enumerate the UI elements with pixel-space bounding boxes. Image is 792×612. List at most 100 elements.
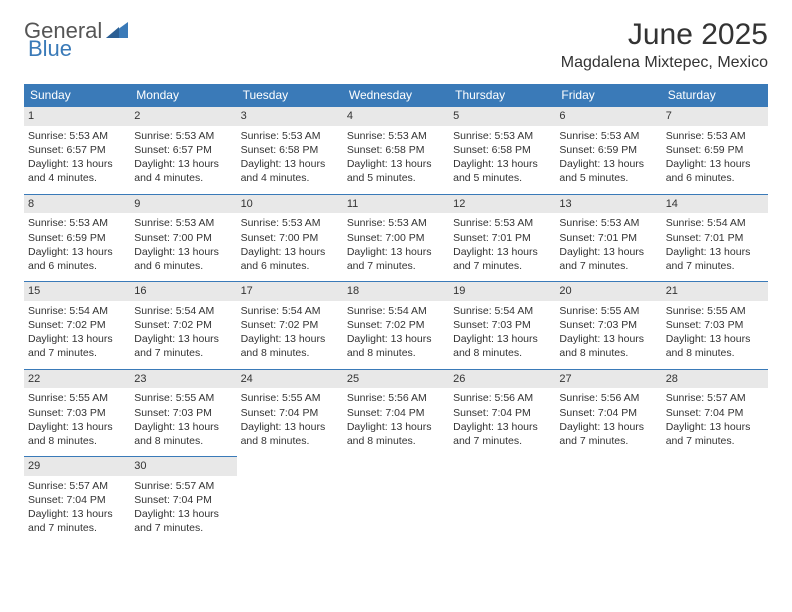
dl1-text: Daylight: 13 hours xyxy=(559,245,657,259)
dl2-text: and 7 minutes. xyxy=(28,521,126,535)
day-number: 10 xyxy=(237,195,343,214)
weekday-header: Sunday xyxy=(24,84,130,107)
day-cell: 5Sunrise: 5:53 AMSunset: 6:58 PMDaylight… xyxy=(449,107,555,195)
sunset-text: Sunset: 6:58 PM xyxy=(241,143,339,157)
sunrise-text: Sunrise: 5:53 AM xyxy=(559,216,657,230)
day-number: 17 xyxy=(237,282,343,301)
calendar-week-row: 15Sunrise: 5:54 AMSunset: 7:02 PMDayligh… xyxy=(24,282,768,370)
sunset-text: Sunset: 7:03 PM xyxy=(666,318,764,332)
day-number: 22 xyxy=(24,370,130,389)
dl1-text: Daylight: 13 hours xyxy=(134,420,232,434)
sunset-text: Sunset: 7:02 PM xyxy=(134,318,232,332)
day-cell: 10 Sunrise: 5:53 AMSunset: 7:00 PMDayligh… xyxy=(237,194,343,282)
sunrise-text: Sunrise: 5:56 AM xyxy=(559,391,657,405)
day-cell: 28Sunrise: 5:57 AMSunset: 7:04 PMDayligh… xyxy=(662,369,768,457)
sunrise-text: Sunrise: 5:54 AM xyxy=(347,304,445,318)
dl2-text: and 4 minutes. xyxy=(28,171,126,185)
day-cell: 26Sunrise: 5:56 AMSunset: 7:04 PMDayligh… xyxy=(449,369,555,457)
sunrise-text: Sunrise: 5:55 AM xyxy=(28,391,126,405)
dl1-text: Daylight: 13 hours xyxy=(28,245,126,259)
sunrise-text: Sunrise: 5:56 AM xyxy=(453,391,551,405)
sunset-text: Sunset: 6:59 PM xyxy=(666,143,764,157)
calendar-page: General June 2025 Magdalena Mixtepec, Me… xyxy=(0,0,792,612)
dl2-text: and 8 minutes. xyxy=(347,434,445,448)
dl2-text: and 7 minutes. xyxy=(559,434,657,448)
sunrise-text: Sunrise: 5:55 AM xyxy=(134,391,232,405)
sunrise-text: Sunrise: 5:54 AM xyxy=(666,216,764,230)
day-cell: 24Sunrise: 5:55 AMSunset: 7:04 PMDayligh… xyxy=(237,369,343,457)
day-number: 5 xyxy=(449,107,555,126)
month-title: June 2025 xyxy=(561,18,768,52)
sunset-text: Sunset: 6:58 PM xyxy=(347,143,445,157)
calendar-week-row: 1Sunrise: 5:53 AMSunset: 6:57 PMDaylight… xyxy=(24,107,768,195)
sunset-text: Sunset: 6:59 PM xyxy=(28,231,126,245)
sunset-text: Sunset: 7:01 PM xyxy=(559,231,657,245)
day-cell: 30Sunrise: 5:57 AMSunset: 7:04 PMDayligh… xyxy=(130,457,236,544)
dl1-text: Daylight: 13 hours xyxy=(241,332,339,346)
day-number: 3 xyxy=(237,107,343,126)
dl1-text: Daylight: 13 hours xyxy=(347,332,445,346)
sunset-text: Sunset: 7:03 PM xyxy=(134,406,232,420)
day-number: 7 xyxy=(662,107,768,126)
day-number: 18 xyxy=(343,282,449,301)
empty-cell xyxy=(343,457,449,544)
dl1-text: Daylight: 13 hours xyxy=(241,245,339,259)
dl2-text: and 8 minutes. xyxy=(347,346,445,360)
logo-triangle-icon xyxy=(106,20,128,43)
day-cell: 9Sunrise: 5:53 AMSunset: 7:00 PMDaylight… xyxy=(130,194,236,282)
dl1-text: Daylight: 13 hours xyxy=(453,157,551,171)
dl2-text: and 8 minutes. xyxy=(559,346,657,360)
day-number: 21 xyxy=(662,282,768,301)
day-cell: 25Sunrise: 5:56 AMSunset: 7:04 PMDayligh… xyxy=(343,369,449,457)
empty-cell xyxy=(449,457,555,544)
day-number: 24 xyxy=(237,370,343,389)
day-number: 19 xyxy=(449,282,555,301)
day-cell: 11Sunrise: 5:53 AMSunset: 7:00 PMDayligh… xyxy=(343,194,449,282)
sunrise-text: Sunrise: 5:54 AM xyxy=(28,304,126,318)
sunset-text: Sunset: 7:03 PM xyxy=(559,318,657,332)
sunrise-text: Sunrise: 5:55 AM xyxy=(241,391,339,405)
day-cell: 17Sunrise: 5:54 AMSunset: 7:02 PMDayligh… xyxy=(237,282,343,370)
day-cell: 21Sunrise: 5:55 AMSunset: 7:03 PMDayligh… xyxy=(662,282,768,370)
sunset-text: Sunset: 6:57 PM xyxy=(28,143,126,157)
weekday-header: Monday xyxy=(130,84,236,107)
sunset-text: Sunset: 6:58 PM xyxy=(453,143,551,157)
title-block: June 2025 Magdalena Mixtepec, Mexico xyxy=(561,18,768,72)
dl1-text: Daylight: 13 hours xyxy=(28,332,126,346)
dl1-text: Daylight: 13 hours xyxy=(559,332,657,346)
dl2-text: and 7 minutes. xyxy=(134,346,232,360)
dl2-text: and 7 minutes. xyxy=(134,521,232,535)
dl1-text: Daylight: 13 hours xyxy=(241,157,339,171)
page-header: General June 2025 Magdalena Mixtepec, Me… xyxy=(24,18,768,72)
dl2-text: and 5 minutes. xyxy=(453,171,551,185)
day-cell: 15Sunrise: 5:54 AMSunset: 7:02 PMDayligh… xyxy=(24,282,130,370)
day-cell: 23 Sunrise: 5:55 AMSunset: 7:03 PMDayligh… xyxy=(130,369,236,457)
weekday-header: Tuesday xyxy=(237,84,343,107)
logo-blue-text: Blue xyxy=(28,36,72,62)
dl2-text: and 8 minutes. xyxy=(28,434,126,448)
sunrise-text: Sunrise: 5:53 AM xyxy=(453,216,551,230)
sunrise-text: Sunrise: 5:53 AM xyxy=(241,216,339,230)
dl2-text: and 7 minutes. xyxy=(347,259,445,273)
dl2-text: and 8 minutes. xyxy=(241,346,339,360)
day-number: 29 xyxy=(24,457,130,476)
sunset-text: Sunset: 7:04 PM xyxy=(241,406,339,420)
dl1-text: Daylight: 13 hours xyxy=(134,245,232,259)
sunrise-text: Sunrise: 5:54 AM xyxy=(453,304,551,318)
day-cell: 3Sunrise: 5:53 AMSunset: 6:58 PMDaylight… xyxy=(237,107,343,195)
sunset-text: Sunset: 7:00 PM xyxy=(241,231,339,245)
weekday-header-row: Sunday Monday Tuesday Wednesday Thursday… xyxy=(24,84,768,107)
sunrise-text: Sunrise: 5:54 AM xyxy=(134,304,232,318)
dl2-text: and 6 minutes. xyxy=(666,171,764,185)
day-number: 23 xyxy=(130,370,236,389)
day-cell: 29Sunrise: 5:57 AMSunset: 7:04 PMDayligh… xyxy=(24,457,130,544)
day-cell: 20Sunrise: 5:55 AMSunset: 7:03 PMDayligh… xyxy=(555,282,661,370)
day-cell: 13Sunrise: 5:53 AMSunset: 7:01 PMDayligh… xyxy=(555,194,661,282)
sunrise-text: Sunrise: 5:57 AM xyxy=(28,479,126,493)
day-number: 30 xyxy=(130,457,236,476)
dl1-text: Daylight: 13 hours xyxy=(453,420,551,434)
day-number: 26 xyxy=(449,370,555,389)
sunrise-text: Sunrise: 5:53 AM xyxy=(347,216,445,230)
dl1-text: Daylight: 13 hours xyxy=(28,420,126,434)
dl1-text: Daylight: 13 hours xyxy=(28,157,126,171)
